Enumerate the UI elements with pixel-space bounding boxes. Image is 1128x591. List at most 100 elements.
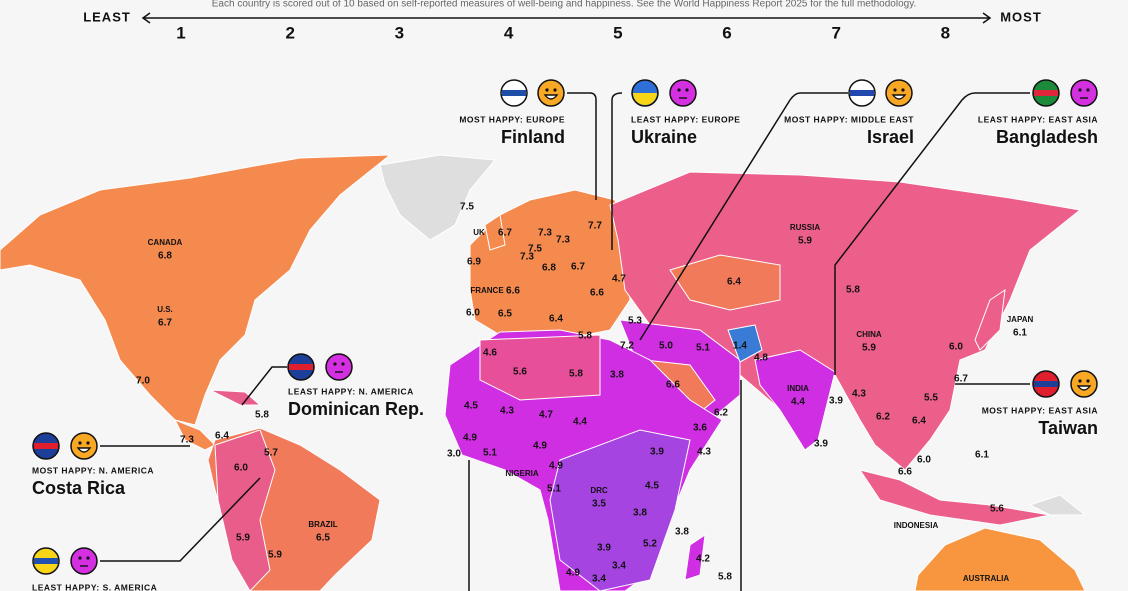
country-value: 5.0 [659,341,673,352]
country-value: 3.5 [592,499,606,510]
country-value: 6.1 [975,450,989,461]
scale-tick: 7 [831,23,840,42]
leader-line [611,92,623,250]
country-name: JAPAN [1007,315,1034,324]
scale-tick: 2 [285,23,294,42]
eye [86,441,90,445]
country-value: 6.7 [571,262,585,273]
country-value: 6.0 [234,463,248,474]
country-name: FRANCE [470,286,504,295]
face-icon [1070,370,1098,398]
callout-name: Taiwan [1038,418,1098,438]
eye [78,441,82,445]
callout-label: MOST HAPPY: N. AMERICA [32,465,154,475]
country-value: 5.2 [643,539,657,550]
country-value: 5.3 [628,316,642,327]
eye [677,88,681,92]
eye [901,88,905,92]
country-value: 7.3 [556,235,570,246]
central-asia [669,254,781,311]
country-values: CANADA 6.8 U.S. 6.7 7.0 5.8 7.3 6.4 5.7 6.0 BRAZIL… [136,202,1033,585]
country-name: NIGERIA [505,469,539,478]
country-name: RUSSIA [790,223,820,232]
callout-name: Bangladesh [996,127,1098,147]
country-value: 7.2 [620,341,634,352]
andes [214,429,276,591]
country-value: 6.4 [912,416,926,427]
country-value: 4.3 [500,406,514,417]
country-value: 4.5 [464,401,478,412]
callout-label: LEAST HAPPY: N. AMERICA [288,386,414,396]
country-value: 5.9 [236,533,250,544]
country-name: CANADA [148,238,183,247]
scale-tick: 8 [941,23,950,42]
flag-detail [1034,90,1058,96]
mouth [76,447,92,453]
central-america [173,419,216,451]
eye [1086,88,1090,92]
eye [1078,379,1082,383]
country-value: 6.6 [506,286,520,297]
flag-detail [34,558,58,564]
country-value: 6.0 [917,455,931,466]
country-value: 4.9 [549,461,563,472]
flag-detail [633,93,657,105]
face-icon [537,79,565,107]
eye [553,88,557,92]
callout-label: MOST HAPPY: MIDDLE EAST [784,114,914,124]
country-value: 4.9 [463,433,477,444]
australia [914,527,1086,591]
country-value: 4.4 [791,397,805,408]
scale-most: MOST [1000,9,1042,24]
eye [893,88,897,92]
country-value: 3.8 [633,508,647,519]
callout-name: Finland [501,127,565,147]
scale-tick: 5 [613,23,622,42]
country-value: 3.4 [612,561,626,572]
uk [484,214,506,251]
greenland [379,154,496,241]
callout-label: LEAST HAPPY: EAST ASIA [978,114,1098,124]
country-value: 6.6 [898,467,912,478]
country-value: 4.6 [483,348,497,359]
country-value: 3.8 [675,527,689,538]
country-value: 5.1 [696,343,710,354]
eye [1078,88,1082,92]
country-value: 6.7 [954,374,968,385]
callout-label: LEAST HAPPY: S. AMERICA [32,582,157,591]
callouts: MOST HAPPY: EUROPE Finland LEAST HAPPY: EU… [32,79,1098,591]
country-value: 3.9 [597,543,611,554]
country-value: 3.4 [592,574,606,585]
flag-detail [34,443,58,449]
leader-line [639,92,848,341]
subtitle: Each country is scored out of 10 based o… [212,0,917,10]
eye [545,88,549,92]
leader-line [241,366,287,406]
country-value: 4.4 [573,417,587,428]
country-value: 7.3 [520,252,534,263]
country-value: 3.9 [650,447,664,458]
country-value: 6.5 [498,309,512,320]
scale-ticks: 1 2 3 4 5 6 7 8 [176,23,950,42]
country-value: 5.8 [569,369,583,380]
country-value: 4.2 [696,554,710,565]
country-name: U.S. [157,305,173,314]
afghanistan [727,324,763,363]
callout-label: MOST HAPPY: EUROPE [459,114,565,124]
flag-detail [289,364,313,370]
india [754,349,836,451]
north-america [0,154,392,426]
eye [341,362,345,366]
callout-name: Dominican Rep. [288,399,424,419]
country-value: 4.7 [539,410,553,421]
indonesia [858,469,1051,526]
new-guinea [1028,494,1087,516]
country-value: 5.9 [862,343,876,354]
country-value: 5.5 [924,393,938,404]
eye [78,556,82,560]
madagascar [684,533,706,581]
callout-label: MOST HAPPY: EAST ASIA [982,405,1098,415]
scale-least: LEAST [83,9,131,24]
country-value: 5.8 [255,410,269,421]
country-name: BRAZIL [308,520,337,529]
